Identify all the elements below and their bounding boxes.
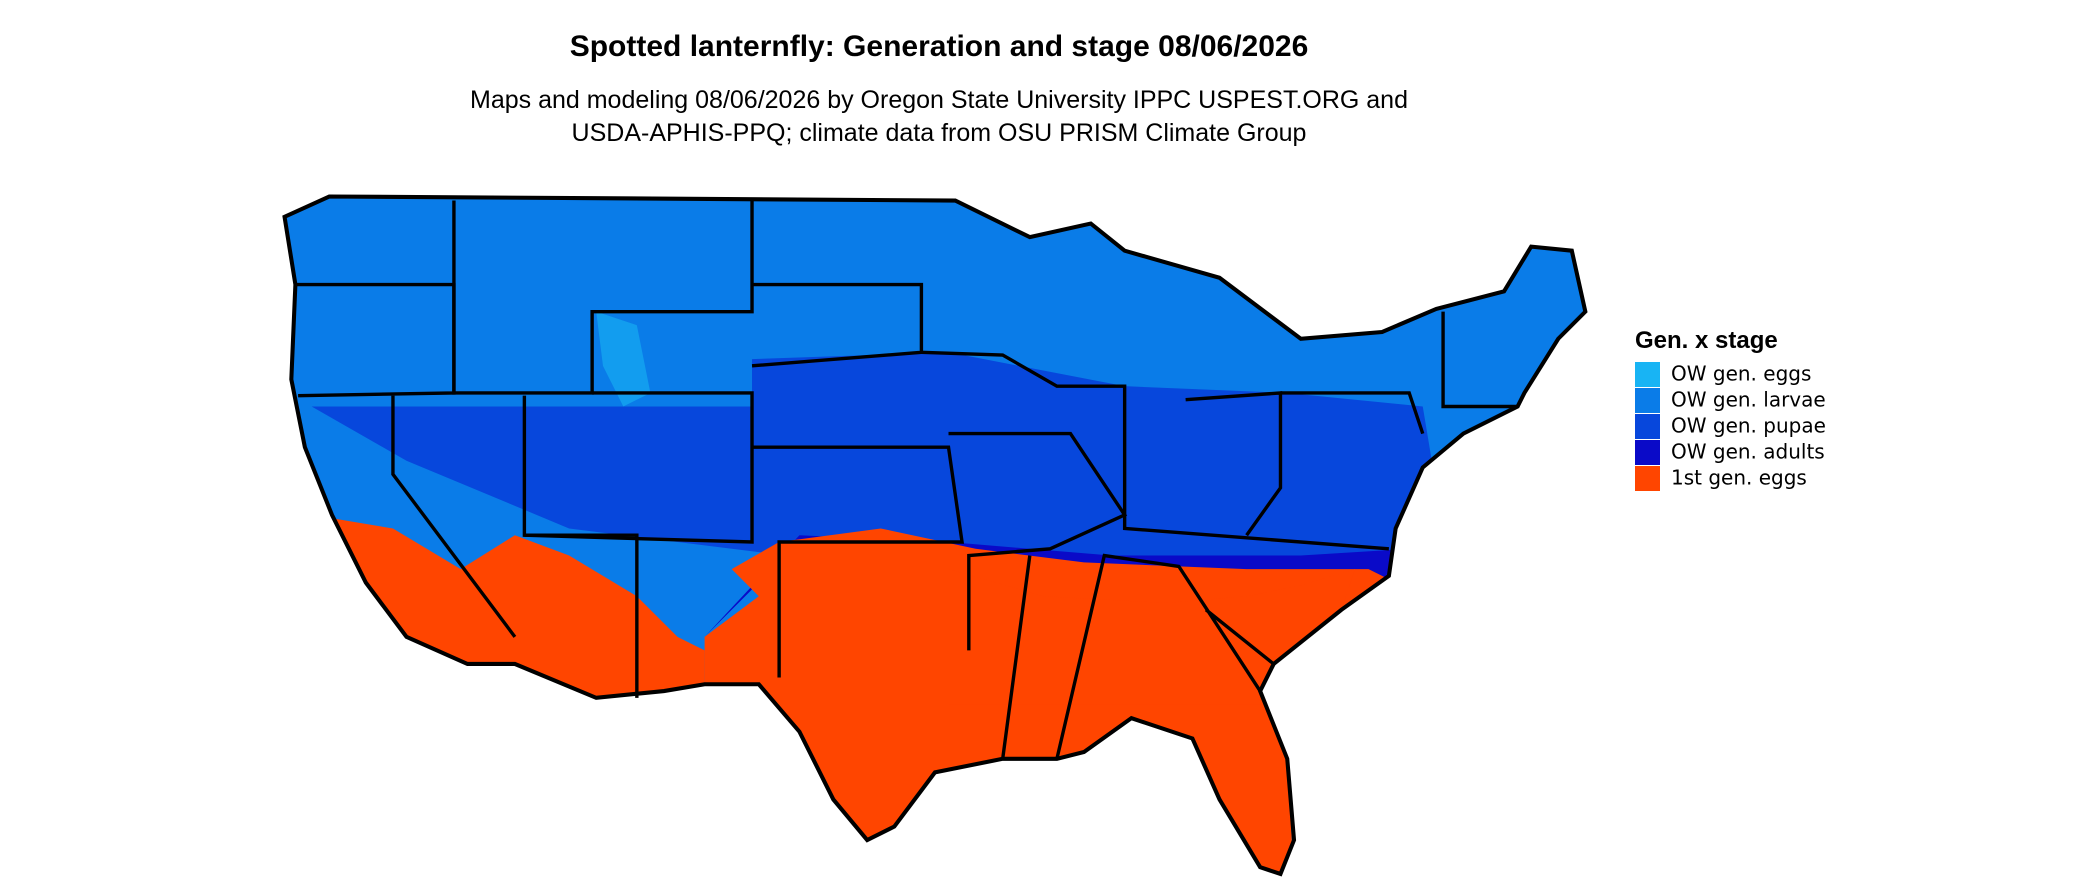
legend-label: OW gen. pupae	[1671, 414, 1826, 438]
legend-swatch	[1635, 388, 1660, 413]
legend-swatch	[1635, 362, 1660, 387]
map	[282, 194, 1588, 877]
legend-title: Gen. x stage	[1635, 327, 1778, 354]
subtitle: USDA-APHIS-PPQ; climate data from OSU PR…	[572, 119, 1307, 147]
legend-swatch	[1635, 466, 1660, 491]
legend-label: 1st gen. eggs	[1671, 466, 1807, 490]
map-title: Spotted lanternfly: Generation and stage…	[570, 30, 1309, 63]
legend-swatch	[1635, 440, 1660, 465]
legend-label: OW gen. eggs	[1671, 362, 1811, 386]
legend-label: OW gen. larvae	[1671, 388, 1826, 412]
legend-swatch	[1635, 414, 1660, 439]
legend-label: OW gen. adults	[1671, 440, 1825, 464]
subtitle: Maps and modeling 08/06/2026 by Oregon S…	[470, 86, 1408, 114]
